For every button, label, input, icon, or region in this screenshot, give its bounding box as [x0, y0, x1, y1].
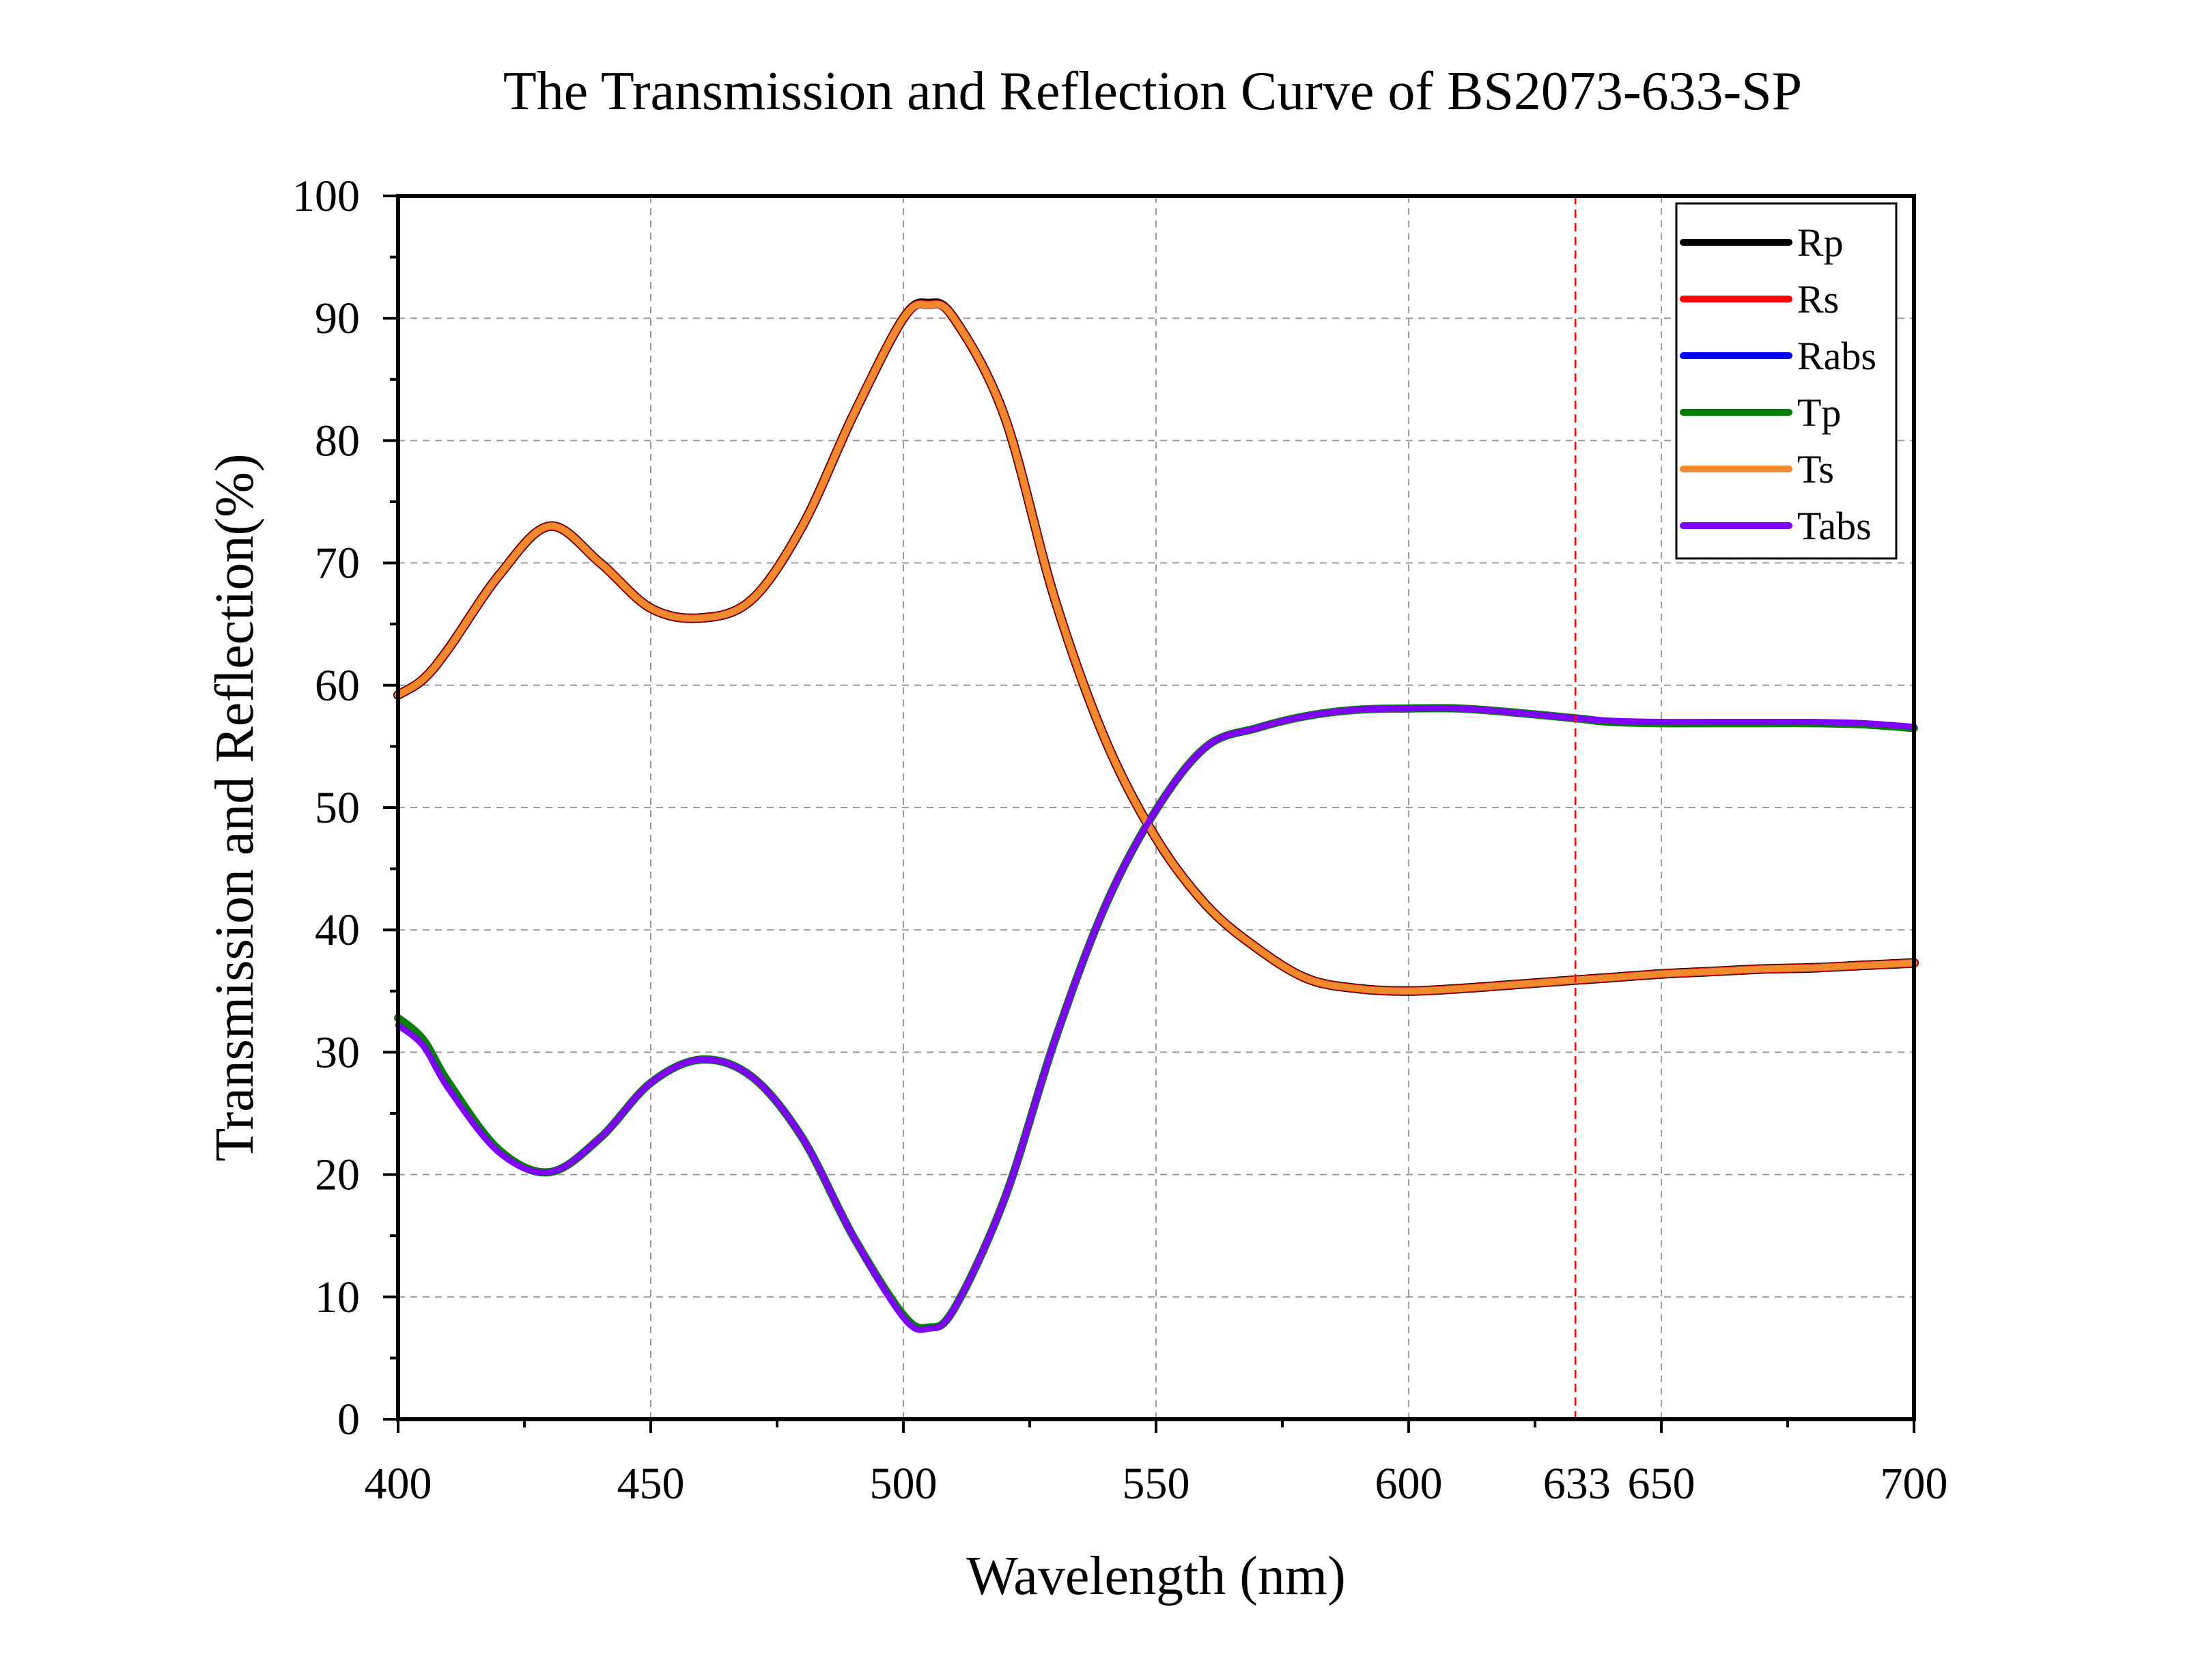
legend: Rp Rs Rabs Tp Ts Tabs — [1675, 202, 1898, 560]
y-tick-label: 50 — [315, 783, 360, 833]
y-tick-label: 100 — [292, 171, 360, 221]
series-line-tabs — [395, 704, 1917, 1333]
x-tick-label: 650 — [1628, 1459, 1695, 1509]
y-tick-label: 0 — [337, 1395, 360, 1444]
legend-box — [1675, 202, 1898, 560]
series-line-ts — [395, 300, 1917, 995]
x-tick-label: 550 — [1123, 1459, 1190, 1509]
legend-label-tp: Tp — [1797, 390, 1841, 435]
legend-label-ts: Ts — [1797, 447, 1834, 492]
y-tick-label: 10 — [315, 1272, 360, 1322]
x-tick-labels: 400 450 500 550 600 650 700 — [365, 1459, 1948, 1509]
legend-label-tabs: Tabs — [1797, 504, 1872, 548]
x-tick-label: 600 — [1375, 1459, 1443, 1509]
y-axis-label: Transmission and Reflection(%) — [205, 454, 265, 1162]
axis-ticks — [383, 195, 1915, 1433]
legend-label-rp: Rp — [1797, 220, 1844, 265]
y-tick-label: 70 — [315, 539, 360, 588]
x-tick-label: 500 — [870, 1459, 938, 1509]
legend-label-rs: Rs — [1797, 277, 1839, 322]
y-tick-label: 80 — [315, 416, 360, 466]
plot-series — [393, 298, 1919, 1333]
y-tick-labels: 0 10 20 30 40 50 60 70 80 90 100 — [292, 171, 360, 1444]
legend-label-rabs: Rabs — [1797, 334, 1876, 378]
y-tick-label: 90 — [315, 294, 360, 343]
y-tick-label: 20 — [315, 1150, 360, 1200]
grid — [398, 196, 1914, 1419]
y-tick-label: 30 — [315, 1027, 360, 1077]
y-tick-label: 40 — [315, 905, 360, 955]
x-tick-label: 450 — [617, 1459, 685, 1509]
marker-label: 633 — [1543, 1459, 1611, 1509]
x-tick-label: 400 — [365, 1459, 432, 1509]
chart-title: The Transmission and Reflection Curve of… — [503, 61, 1802, 122]
x-tick-label: 700 — [1881, 1459, 1948, 1509]
y-tick-label: 60 — [315, 661, 360, 711]
x-axis-label: Wavelength (nm) — [966, 1546, 1346, 1606]
